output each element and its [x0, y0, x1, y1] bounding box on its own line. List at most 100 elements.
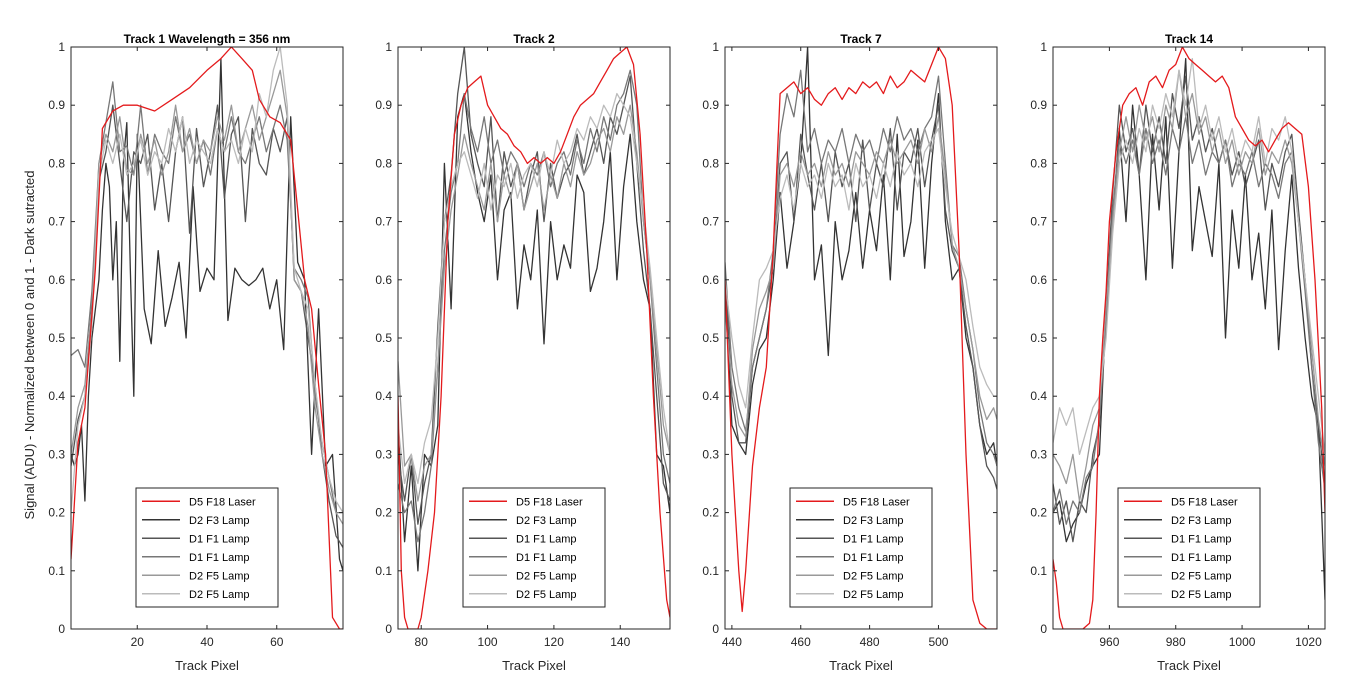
- panel-4-ytick-label-10: 1: [1040, 40, 1047, 54]
- panel-4-ytick-label-8: 0.8: [1030, 156, 1047, 170]
- panel-3-series-4-line: [725, 69, 997, 467]
- panel-4-series-6-line: [1053, 57, 1325, 456]
- panel-2-legend-box: [462, 487, 606, 608]
- panel-4-legend-entry-5: D2 F5 Lamp: [1171, 570, 1232, 582]
- panel-4-series-5-line: [1053, 69, 1325, 502]
- panel-1-legend-entry-4: D1 F1 Lamp: [189, 552, 250, 564]
- panel-4-xtick-label-3: 1020: [1295, 635, 1322, 649]
- panel-3: Track 7 Track Pixel 0 0.1 0.2 0.3 0.4 0.5 0.6 0…: [702, 32, 998, 673]
- panel-3-ytick-label-4: 0.4: [702, 389, 719, 403]
- panel-4-ytick-label-5: 0.5: [1030, 331, 1047, 345]
- panel-3-legend-entry-2: D2 F3 Lamp: [843, 515, 904, 527]
- panel-4-legend-box: [1117, 487, 1261, 608]
- panel-4-legend-entry-2: D2 F3 Lamp: [1171, 515, 1232, 527]
- panel-3-xtick-label-1: 460: [791, 635, 811, 649]
- panel-1: Track 1 Wavelength = 356 nm Track Pixel …: [48, 32, 344, 673]
- panel-1-ytick-label-0: 0: [58, 622, 65, 636]
- panel-2-xtick-label-2: 120: [544, 635, 564, 649]
- panel-1-ytick-label-5: 0.5: [48, 331, 65, 345]
- panel-4-legend-entry-6: D2 F5 Lamp: [1171, 589, 1232, 601]
- panel-4-legend-entry-1: D5 F18 Laser: [1171, 496, 1238, 508]
- panel-1-series-5-line: [71, 69, 343, 525]
- panel-4-ytick-label-1: 0.1: [1030, 564, 1047, 578]
- panel-3-series-1-line: [725, 47, 997, 629]
- panel-2-ytick-label-3: 0.3: [375, 447, 392, 461]
- panel-2-series-6-line: [398, 92, 670, 485]
- panel-2: Track 2 Track Pixel 0 0.1 0.2 0.3 0.4 0.5 0.6 0…: [375, 32, 671, 673]
- panel-1-ytick-label-3: 0.3: [48, 447, 65, 461]
- panel-2-ytick-label-5: 0.5: [375, 331, 392, 345]
- panel-1-title: Track 1 Wavelength = 356 nm: [124, 32, 291, 46]
- panel-2-legend-entry-5: D2 F5 Lamp: [516, 570, 577, 582]
- panel-4-ytick-label-2: 0.2: [1030, 506, 1047, 520]
- panel-1-ytick-label-6: 0.6: [48, 273, 65, 287]
- panel-4-ytick-label-7: 0.7: [1030, 215, 1047, 229]
- panel-3-ytick-label-0: 0: [712, 622, 719, 636]
- panel-4-xlabel: Track Pixel: [1157, 658, 1221, 673]
- panel-1-ytick-label-4: 0.4: [48, 389, 65, 403]
- panel-4-series-group: [1053, 47, 1325, 629]
- panel-1-ytick-label-8: 0.8: [48, 156, 65, 170]
- panel-2-ytick-label-10: 1: [385, 40, 392, 54]
- panel-2-title: Track 2: [513, 32, 555, 46]
- panel-3-ytick-label-5: 0.5: [702, 331, 719, 345]
- panel-2-ytick-label-4: 0.4: [375, 389, 392, 403]
- panel-3-xlabel: Track Pixel: [829, 658, 893, 673]
- panel-4-series-1-line: [1053, 47, 1325, 629]
- panel-1-series-1-line: [71, 47, 343, 629]
- panel-3-xtick-label-3: 500: [928, 635, 948, 649]
- panel-4-ytick-label-4: 0.4: [1030, 389, 1047, 403]
- panel-2-xlabel: Track Pixel: [502, 658, 566, 673]
- panel-2-ytick-label-6: 0.6: [375, 273, 392, 287]
- panel-2-ytick-label-8: 0.8: [375, 156, 392, 170]
- panel-4-xtick-label-1: 980: [1166, 635, 1186, 649]
- panel-4-legend-entry-3: D1 F1 Lamp: [1171, 533, 1232, 545]
- panel-3-series-group: [725, 47, 997, 629]
- panel-3-xtick-label-0: 440: [722, 635, 742, 649]
- panel-3-legend-box: [789, 487, 933, 608]
- panel-3-legend-entry-3: D1 F1 Lamp: [843, 533, 904, 545]
- panel-1-xtick-label-1: 40: [200, 635, 214, 649]
- panel-3-ytick-label-3: 0.3: [702, 447, 719, 461]
- panel-3-ytick-label-2: 0.2: [702, 506, 719, 520]
- panel-4-legend: D5 F18 Laser D2 F3 Lamp D1 F1 Lamp D1 F1 La…: [1117, 487, 1261, 608]
- panel-2-series-2-line: [398, 92, 670, 572]
- panel-2-ytick-label-1: 0.1: [375, 564, 392, 578]
- panel-2-series-group: [398, 47, 670, 629]
- panel-1-legend-box: [135, 487, 279, 608]
- panel-2-series-4-line: [398, 69, 670, 543]
- panel-3-series-6-line: [725, 127, 997, 409]
- panel-2-legend-entry-1: D5 F18 Laser: [516, 496, 583, 508]
- panel-3-ytick-label-10: 1: [712, 40, 719, 54]
- panel-2-legend-entry-3: D1 F1 Lamp: [516, 533, 577, 545]
- panel-1-series-group: [71, 47, 343, 629]
- panel-1-legend-entry-1: D5 F18 Laser: [189, 496, 256, 508]
- panel-1-xtick-label-2: 60: [270, 635, 284, 649]
- panel-3-series-5-line: [725, 116, 997, 438]
- panel-1-series-6-line: [71, 47, 343, 513]
- panel-2-legend-entry-6: D2 F5 Lamp: [516, 589, 577, 601]
- panel-3-ytick-label-6: 0.6: [702, 273, 719, 287]
- panel-3-ytick-label-8: 0.8: [702, 156, 719, 170]
- panel-1-legend: D5 F18 Laser D2 F3 Lamp D1 F1 Lamp D1 F1 La…: [135, 487, 279, 608]
- panel-1-ytick-label-1: 0.1: [48, 564, 65, 578]
- panel-1-ytick-label-9: 0.9: [48, 98, 65, 112]
- panel-4-ytick-label-0: 0: [1040, 622, 1047, 636]
- figure-ylabel: Signal (ADU) - Normalized between 0 and …: [22, 171, 37, 520]
- panel-2-ytick-label-9: 0.9: [375, 98, 392, 112]
- panel-4-ytick-label-3: 0.3: [1030, 447, 1047, 461]
- panel-2-xtick-label-3: 140: [610, 635, 630, 649]
- panel-1-legend-entry-3: D1 F1 Lamp: [189, 533, 250, 545]
- panel-3-ytick-label-1: 0.1: [702, 564, 719, 578]
- panel-1-legend-entry-5: D2 F5 Lamp: [189, 570, 250, 582]
- panel-1-xlabel: Track Pixel: [175, 658, 239, 673]
- panel-4: Track 14 Track Pixel 0 0.1 0.2 0.3 0.4 0.5 0.6…: [1030, 32, 1326, 673]
- panel-4-ytick-label-9: 0.9: [1030, 98, 1047, 112]
- panel-3-ytick-label-9: 0.9: [702, 98, 719, 112]
- panel-2-legend-entry-4: D1 F1 Lamp: [516, 552, 577, 564]
- panel-2-xtick-label-1: 100: [478, 635, 498, 649]
- panel-4-xtick-label-0: 960: [1099, 635, 1119, 649]
- panel-3-ytick-label-7: 0.7: [702, 215, 719, 229]
- panel-2-legend-entry-2: D2 F3 Lamp: [516, 515, 577, 527]
